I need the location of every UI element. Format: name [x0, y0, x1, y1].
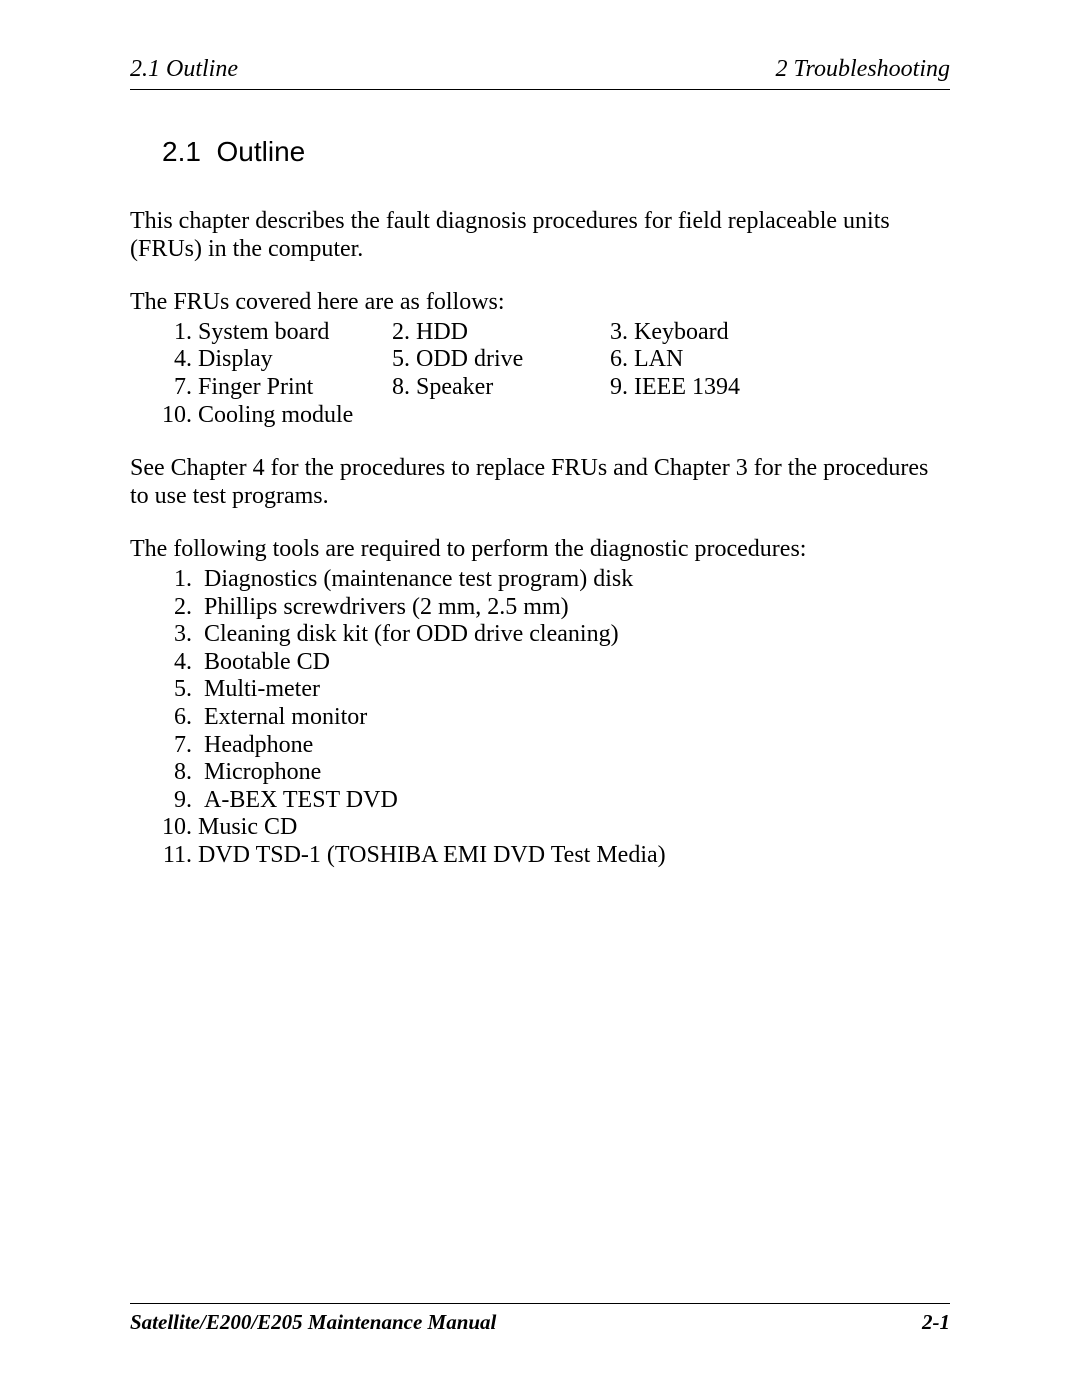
list-item: 10. Music CD	[162, 814, 950, 842]
list-label: Diagnostics (maintenance test program) d…	[204, 566, 633, 592]
header-right: 2 Troubleshooting	[776, 56, 950, 83]
list-item: 9. A-BEX TEST DVD	[162, 787, 950, 815]
page-footer: Satellite/E200/E205 Maintenance Manual 2…	[130, 1303, 950, 1335]
list-number: 1.	[162, 566, 192, 594]
list-item: 1. Diagnostics (maintenance test program…	[162, 566, 950, 594]
list-number: 2.	[162, 594, 192, 622]
list-number: 6.	[598, 346, 634, 374]
paragraph-intro: This chapter describes the fault diagnos…	[130, 208, 950, 263]
footer-left: Satellite/E200/E205 Maintenance Manual	[130, 1310, 496, 1335]
tools-list: 1. Diagnostics (maintenance test program…	[162, 566, 950, 870]
list-number: 1.	[162, 319, 198, 347]
table-row: 10. Cooling module	[162, 402, 750, 430]
list-label: Bootable CD	[204, 649, 330, 675]
footer-right: 2-1	[922, 1310, 950, 1335]
page-header: 2.1 Outline 2 Troubleshooting	[130, 56, 950, 90]
list-label: Headphone	[204, 732, 313, 758]
table-row: 7. Finger Print 8. Speaker 9. IEEE 1394	[162, 374, 750, 402]
list-item: Keyboard	[634, 319, 750, 347]
list-label: Music CD	[198, 814, 297, 840]
list-item: IEEE 1394	[634, 374, 750, 402]
section-title: Outline	[217, 136, 306, 167]
list-item: Display	[198, 346, 380, 374]
list-number: 7.	[162, 374, 198, 402]
header-left: 2.1 Outline	[130, 56, 238, 83]
list-number: 4.	[162, 346, 198, 374]
list-item: 11. DVD TSD-1 (TOSHIBA EMI DVD Test Medi…	[162, 842, 950, 870]
list-label: Phillips screwdrivers (2 mm, 2.5 mm)	[204, 594, 569, 620]
list-label: A-BEX TEST DVD	[204, 787, 398, 813]
paragraph-see-chapter: See Chapter 4 for the procedures to repl…	[130, 455, 950, 510]
fru-list-table: 1. System board 2. HDD 3. Keyboard 4. Di…	[162, 319, 750, 429]
list-label: Cleaning disk kit (for ODD drive cleanin…	[204, 621, 619, 647]
list-number: 3.	[162, 621, 192, 649]
list-item: Speaker	[416, 374, 598, 402]
list-item: System board	[198, 319, 380, 347]
list-number: 10.	[162, 814, 192, 842]
list-item: ODD drive	[416, 346, 598, 374]
list-number: 11.	[162, 842, 192, 870]
list-label: DVD TSD-1 (TOSHIBA EMI DVD Test Media)	[198, 842, 666, 868]
list-number: 9.	[598, 374, 634, 402]
list-number: 2.	[380, 319, 416, 347]
list-item: 4. Bootable CD	[162, 649, 950, 677]
list-number: 8.	[380, 374, 416, 402]
section-heading: 2.1 Outline	[162, 136, 950, 168]
list-item: LAN	[634, 346, 750, 374]
table-row: 4. Display 5. ODD drive 6. LAN	[162, 346, 750, 374]
list-number: 9.	[162, 787, 192, 815]
list-number: 8.	[162, 759, 192, 787]
list-number: 4.	[162, 649, 192, 677]
list-number: 5.	[380, 346, 416, 374]
body-text: This chapter describes the fault diagnos…	[130, 208, 950, 869]
list-item: 8. Microphone	[162, 759, 950, 787]
list-item: 6. External monitor	[162, 704, 950, 732]
list-number: 5.	[162, 676, 192, 704]
table-row: 1. System board 2. HDD 3. Keyboard	[162, 319, 750, 347]
list-item: 7. Headphone	[162, 732, 950, 760]
list-item: HDD	[416, 319, 598, 347]
list-label: External monitor	[204, 704, 367, 730]
section-number: 2.1	[162, 136, 201, 167]
list-label: Microphone	[204, 759, 321, 785]
list-number: 7.	[162, 732, 192, 760]
page: 2.1 Outline 2 Troubleshooting 2.1 Outlin…	[0, 0, 1080, 1397]
list-item: 5. Multi-meter	[162, 676, 950, 704]
list-item: 2. Phillips screwdrivers (2 mm, 2.5 mm)	[162, 594, 950, 622]
paragraph-tools-intro: The following tools are required to perf…	[130, 536, 950, 564]
list-label: Multi-meter	[204, 676, 320, 702]
list-number: 3.	[598, 319, 634, 347]
list-number: 10.	[162, 402, 198, 430]
list-item: Cooling module	[198, 402, 750, 430]
list-item: 3. Cleaning disk kit (for ODD drive clea…	[162, 621, 950, 649]
list-number: 6.	[162, 704, 192, 732]
list-item: Finger Print	[198, 374, 380, 402]
paragraph-fru-intro: The FRUs covered here are as follows:	[130, 289, 950, 317]
